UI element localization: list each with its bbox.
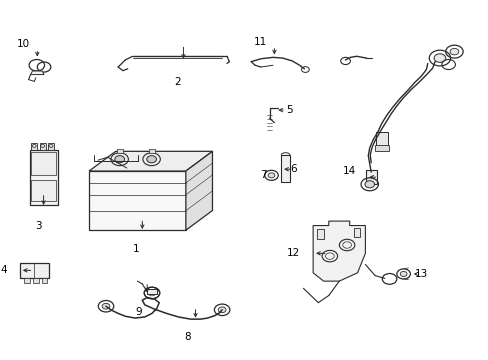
Text: 6: 6 [290,164,297,174]
Polygon shape [312,221,365,281]
Polygon shape [185,151,212,230]
Circle shape [115,156,124,163]
Bar [353,228,360,237]
Text: 8: 8 [183,332,190,342]
Text: 14: 14 [342,166,355,176]
Bar [366,170,376,184]
Circle shape [218,307,225,313]
Polygon shape [89,151,212,171]
Circle shape [102,303,110,309]
Text: 4: 4 [0,265,7,275]
Text: 7: 7 [260,170,266,180]
Text: 9: 9 [135,307,142,317]
Text: 12: 12 [286,248,300,258]
Circle shape [449,48,458,55]
Bar [281,155,289,182]
Bar [20,263,49,278]
Circle shape [267,173,274,178]
Bar [24,278,30,283]
Bar [41,278,47,283]
Polygon shape [89,171,185,230]
Circle shape [433,54,445,62]
Bar [147,289,157,294]
Bar [40,143,45,149]
Bar [317,229,323,239]
Bar [148,149,154,153]
Bar [29,149,58,205]
Bar [375,132,387,146]
Bar [48,143,54,149]
Text: 2: 2 [173,77,180,87]
Bar [31,143,37,149]
Text: 11: 11 [254,37,267,46]
Text: 13: 13 [414,269,427,279]
Text: 10: 10 [17,40,30,49]
Text: 3: 3 [35,221,42,231]
Bar [33,278,39,283]
Bar [147,289,157,294]
Bar [374,145,388,151]
Polygon shape [30,71,44,75]
Circle shape [364,181,374,188]
Bar [31,152,56,175]
Bar [31,180,56,201]
Circle shape [399,271,406,276]
Circle shape [146,156,156,163]
Bar [117,149,122,153]
Text: 5: 5 [286,105,293,115]
Text: 1: 1 [132,244,139,254]
